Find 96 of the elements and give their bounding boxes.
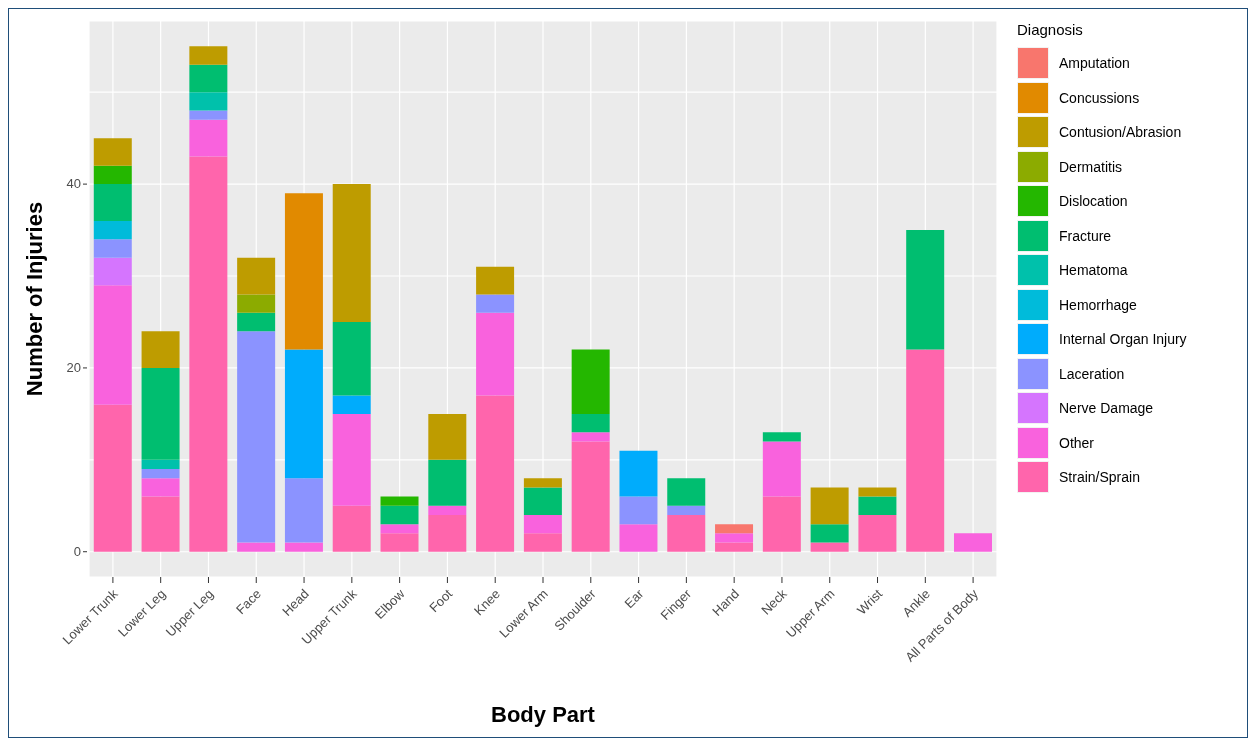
bar (93, 220, 132, 240)
bar (93, 404, 132, 552)
bar (332, 395, 371, 414)
bar (571, 432, 610, 442)
x-tick-label: Ear (621, 585, 647, 612)
bar (189, 92, 228, 111)
bar (141, 496, 180, 552)
bar (93, 257, 132, 286)
bar (858, 487, 897, 497)
bar (189, 156, 228, 552)
y-tick-label: 40 (66, 176, 81, 192)
bar (571, 349, 610, 414)
bar (667, 505, 706, 515)
legend-label: Internal Organ Injury (1059, 331, 1187, 348)
bar (667, 514, 706, 552)
bar (141, 331, 180, 368)
legend-label: Laceration (1059, 365, 1125, 382)
bar (284, 478, 323, 543)
bar (715, 533, 754, 543)
legend-label: Contusion/Abrasion (1059, 124, 1182, 141)
bar (189, 46, 228, 65)
bar (476, 395, 515, 552)
bar (858, 496, 897, 515)
bar (428, 459, 467, 506)
bar (858, 514, 897, 552)
bar (810, 542, 849, 552)
bar (237, 542, 276, 552)
bar (619, 450, 658, 497)
y-tick-label: 0 (73, 543, 81, 559)
bar (715, 542, 754, 552)
bar (428, 505, 467, 515)
bar (332, 321, 371, 396)
bar (380, 505, 419, 525)
bar (189, 119, 228, 157)
legend-label: Hematoma (1059, 262, 1128, 279)
bar (476, 312, 515, 396)
bar (906, 230, 945, 350)
bar (380, 496, 419, 506)
bar (523, 514, 562, 534)
bar (332, 184, 371, 322)
bar (284, 193, 323, 350)
bar (237, 331, 276, 543)
bar (810, 487, 849, 525)
bar (762, 432, 801, 442)
bar (332, 505, 371, 552)
x-tick-label: Foot (426, 585, 456, 616)
bar (762, 441, 801, 497)
bar (667, 478, 706, 506)
bar (93, 165, 132, 185)
bar (571, 413, 610, 433)
legend-label: Other (1059, 434, 1095, 451)
legend-label: Dislocation (1059, 193, 1128, 210)
bar (284, 542, 323, 552)
legend-label: Amputation (1059, 55, 1130, 72)
bar (189, 110, 228, 120)
bar (953, 533, 992, 552)
bar (141, 459, 180, 470)
bar (428, 413, 467, 460)
legend-label: Hemorrhage (1059, 296, 1137, 313)
bar (810, 524, 849, 543)
bar (380, 524, 419, 534)
bar (93, 184, 132, 221)
legend-label: Strain/Sprain (1059, 469, 1140, 486)
legend-title: Diagnosis (1017, 21, 1084, 38)
bar (189, 64, 228, 93)
bar (619, 524, 658, 552)
bar (428, 514, 467, 552)
bar (332, 413, 371, 506)
bar (141, 469, 180, 479)
bar (476, 294, 515, 313)
legend-label: Concussions (1059, 89, 1140, 106)
y-tick-label: 20 (66, 359, 81, 375)
bar (284, 349, 323, 479)
bar (476, 266, 515, 295)
bar (141, 367, 180, 460)
bar (571, 441, 610, 552)
bar (93, 239, 132, 258)
legend-label: Nerve Damage (1059, 400, 1154, 417)
bar (141, 478, 180, 497)
legend-label: Fracture (1059, 227, 1112, 244)
bar (619, 496, 658, 525)
legend-label: Dermatitis (1059, 158, 1123, 175)
bar (523, 487, 562, 515)
bar (906, 349, 945, 552)
bar (93, 285, 132, 405)
bar (380, 533, 419, 552)
bar (237, 312, 276, 332)
bar (762, 496, 801, 552)
y-axis-title: Number of Injuries (21, 201, 47, 397)
bar (93, 138, 132, 166)
bar (523, 533, 562, 552)
bar (523, 478, 562, 488)
bar (715, 524, 754, 534)
bar (237, 257, 276, 295)
bar (237, 294, 276, 313)
x-axis-title: Body Part (491, 702, 596, 727)
